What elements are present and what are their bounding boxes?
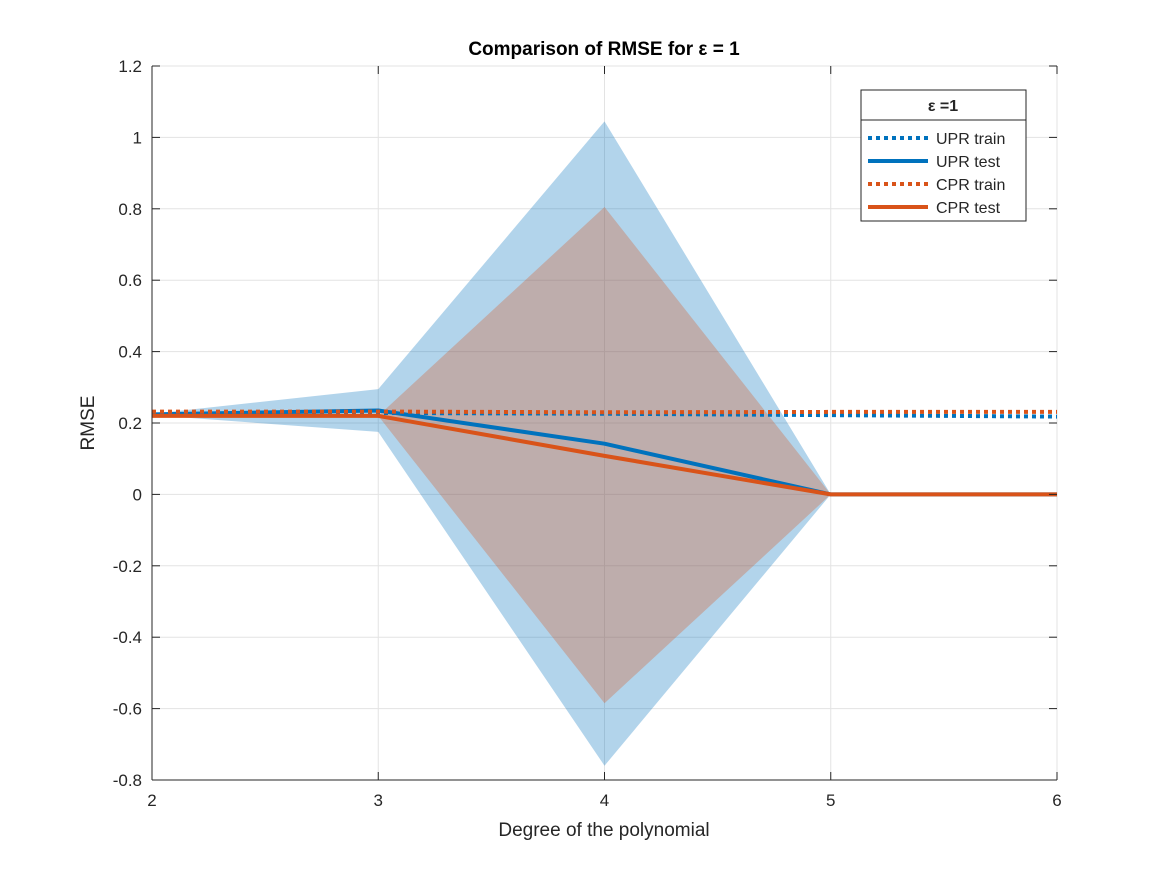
tick-labels: 2 3 4 5 6 -0.8 -0.6 -0.4 -0.2 0 0.2 0.4 0.6 0.8 1 1.2 bbox=[113, 57, 1062, 810]
x-tick-label-4: 6 bbox=[1052, 791, 1061, 810]
y-tick-label-5: 0.2 bbox=[118, 414, 142, 433]
y-tick-label-4: 0 bbox=[133, 485, 142, 504]
y-axis-label: RMSE bbox=[78, 396, 99, 451]
x-axis-label: Degree of the polynomial bbox=[498, 820, 709, 841]
axes bbox=[151, 65, 1058, 781]
legend-box bbox=[860, 89, 1027, 222]
line-upr-train bbox=[152, 411, 1058, 419]
legend-label-upr-test: UPR test bbox=[936, 154, 1001, 171]
y-tick-label-10: 1.2 bbox=[118, 57, 142, 76]
y-tick-label-3: -0.2 bbox=[113, 557, 142, 576]
legend: ε =1 UPR train UPR test CPR train CPR test bbox=[860, 89, 1027, 222]
y-tick-label-1: -0.6 bbox=[113, 700, 142, 719]
y-tick-label-7: 0.6 bbox=[118, 271, 142, 290]
x-tick-label-3: 5 bbox=[826, 791, 835, 810]
legend-label-upr-train: UPR train bbox=[936, 131, 1005, 148]
legend-label-cpr-test: CPR test bbox=[936, 200, 1001, 217]
x-tick-label-0: 2 bbox=[147, 791, 156, 810]
y-tick-label-2: -0.4 bbox=[113, 628, 142, 647]
chart-title: Comparison of RMSE for ε = 1 bbox=[468, 39, 740, 60]
y-tick-label-8: 0.8 bbox=[118, 200, 142, 219]
legend-title: ε =1 bbox=[928, 98, 958, 115]
y-tick-label-9: 1 bbox=[133, 128, 142, 147]
series-lines bbox=[151, 408, 1058, 497]
y-tick-label-0: -0.8 bbox=[113, 771, 142, 790]
x-tick-label-2: 4 bbox=[600, 791, 609, 810]
x-tick-label-1: 3 bbox=[374, 791, 383, 810]
line-cpr-test bbox=[152, 413, 1057, 497]
legend-items: UPR train UPR test CPR train CPR test bbox=[868, 131, 1005, 217]
y-tick-label-6: 0.4 bbox=[118, 343, 142, 362]
legend-label-cpr-train: CPR train bbox=[936, 177, 1005, 194]
line-cpr-train bbox=[152, 409, 1057, 415]
